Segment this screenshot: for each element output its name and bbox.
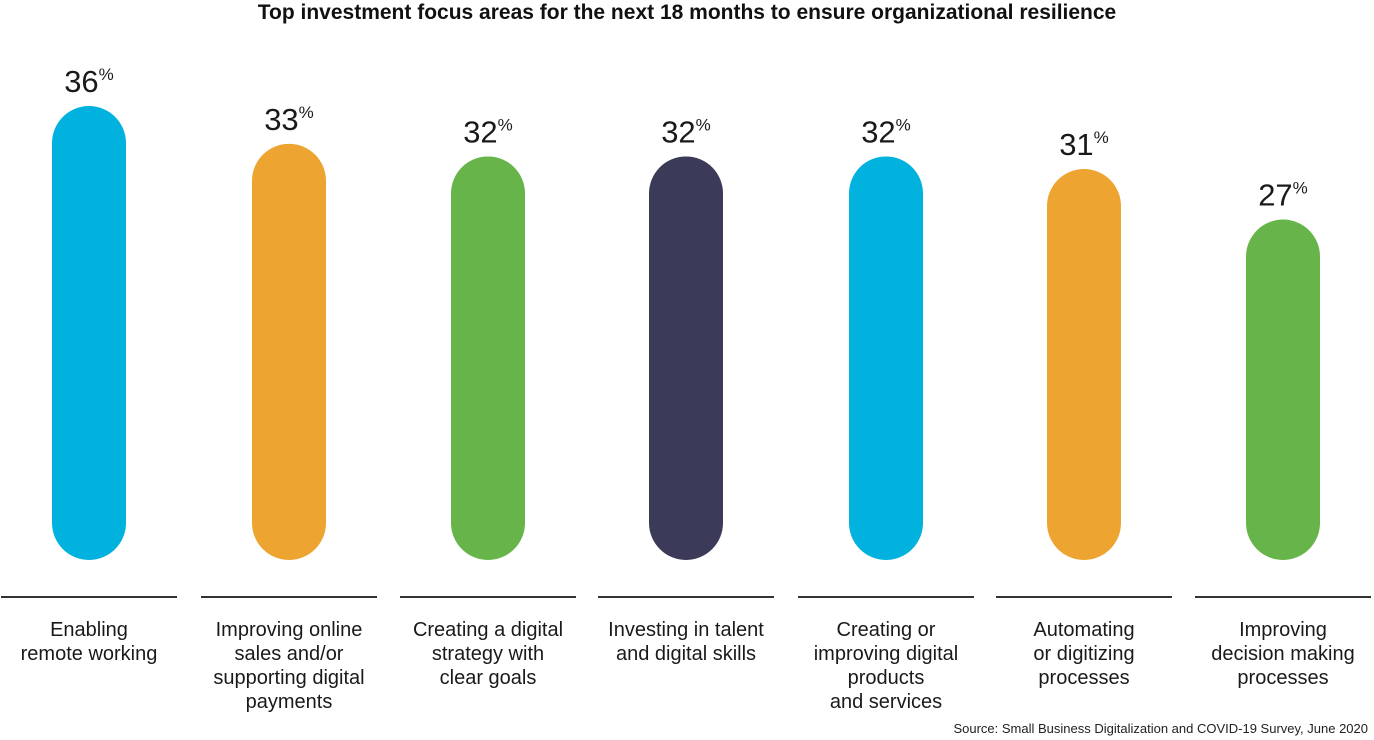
bar-4 (649, 156, 723, 560)
category-label-3: Creating a digital strategy with clear goa… (412, 619, 564, 689)
value-label-4: 32% (661, 114, 711, 149)
bar-2 (252, 143, 326, 561)
value-label-7: 27% (1258, 178, 1308, 213)
value-label-1: 36% (64, 64, 114, 99)
bar-5 (849, 156, 923, 560)
chart-title: Top investment focus areas for the next … (257, 1, 1117, 24)
value-label-3: 32% (463, 114, 513, 149)
category-label-2: Improving online sales and/or supporting d… (213, 619, 365, 713)
bar-7 (1246, 219, 1320, 560)
category-label-1: Enabling remote working (20, 619, 158, 665)
bar-3 (451, 156, 525, 560)
bar-6 (1047, 169, 1121, 561)
category-label-7: Improving decision making processes (1211, 619, 1355, 689)
value-label-2: 33% (264, 102, 314, 137)
category-label-4: Investing in talent and digital skills (608, 619, 764, 665)
bar-1 (52, 106, 126, 560)
value-label-5: 32% (861, 114, 911, 149)
value-label-6: 31% (1059, 127, 1109, 162)
category-label-5: Creating or improving digital products and … (813, 619, 959, 713)
source-note: Source: Small Business Digitalization an… (953, 721, 1368, 736)
category-label-6: Automating or digitizing processes (1033, 619, 1135, 689)
